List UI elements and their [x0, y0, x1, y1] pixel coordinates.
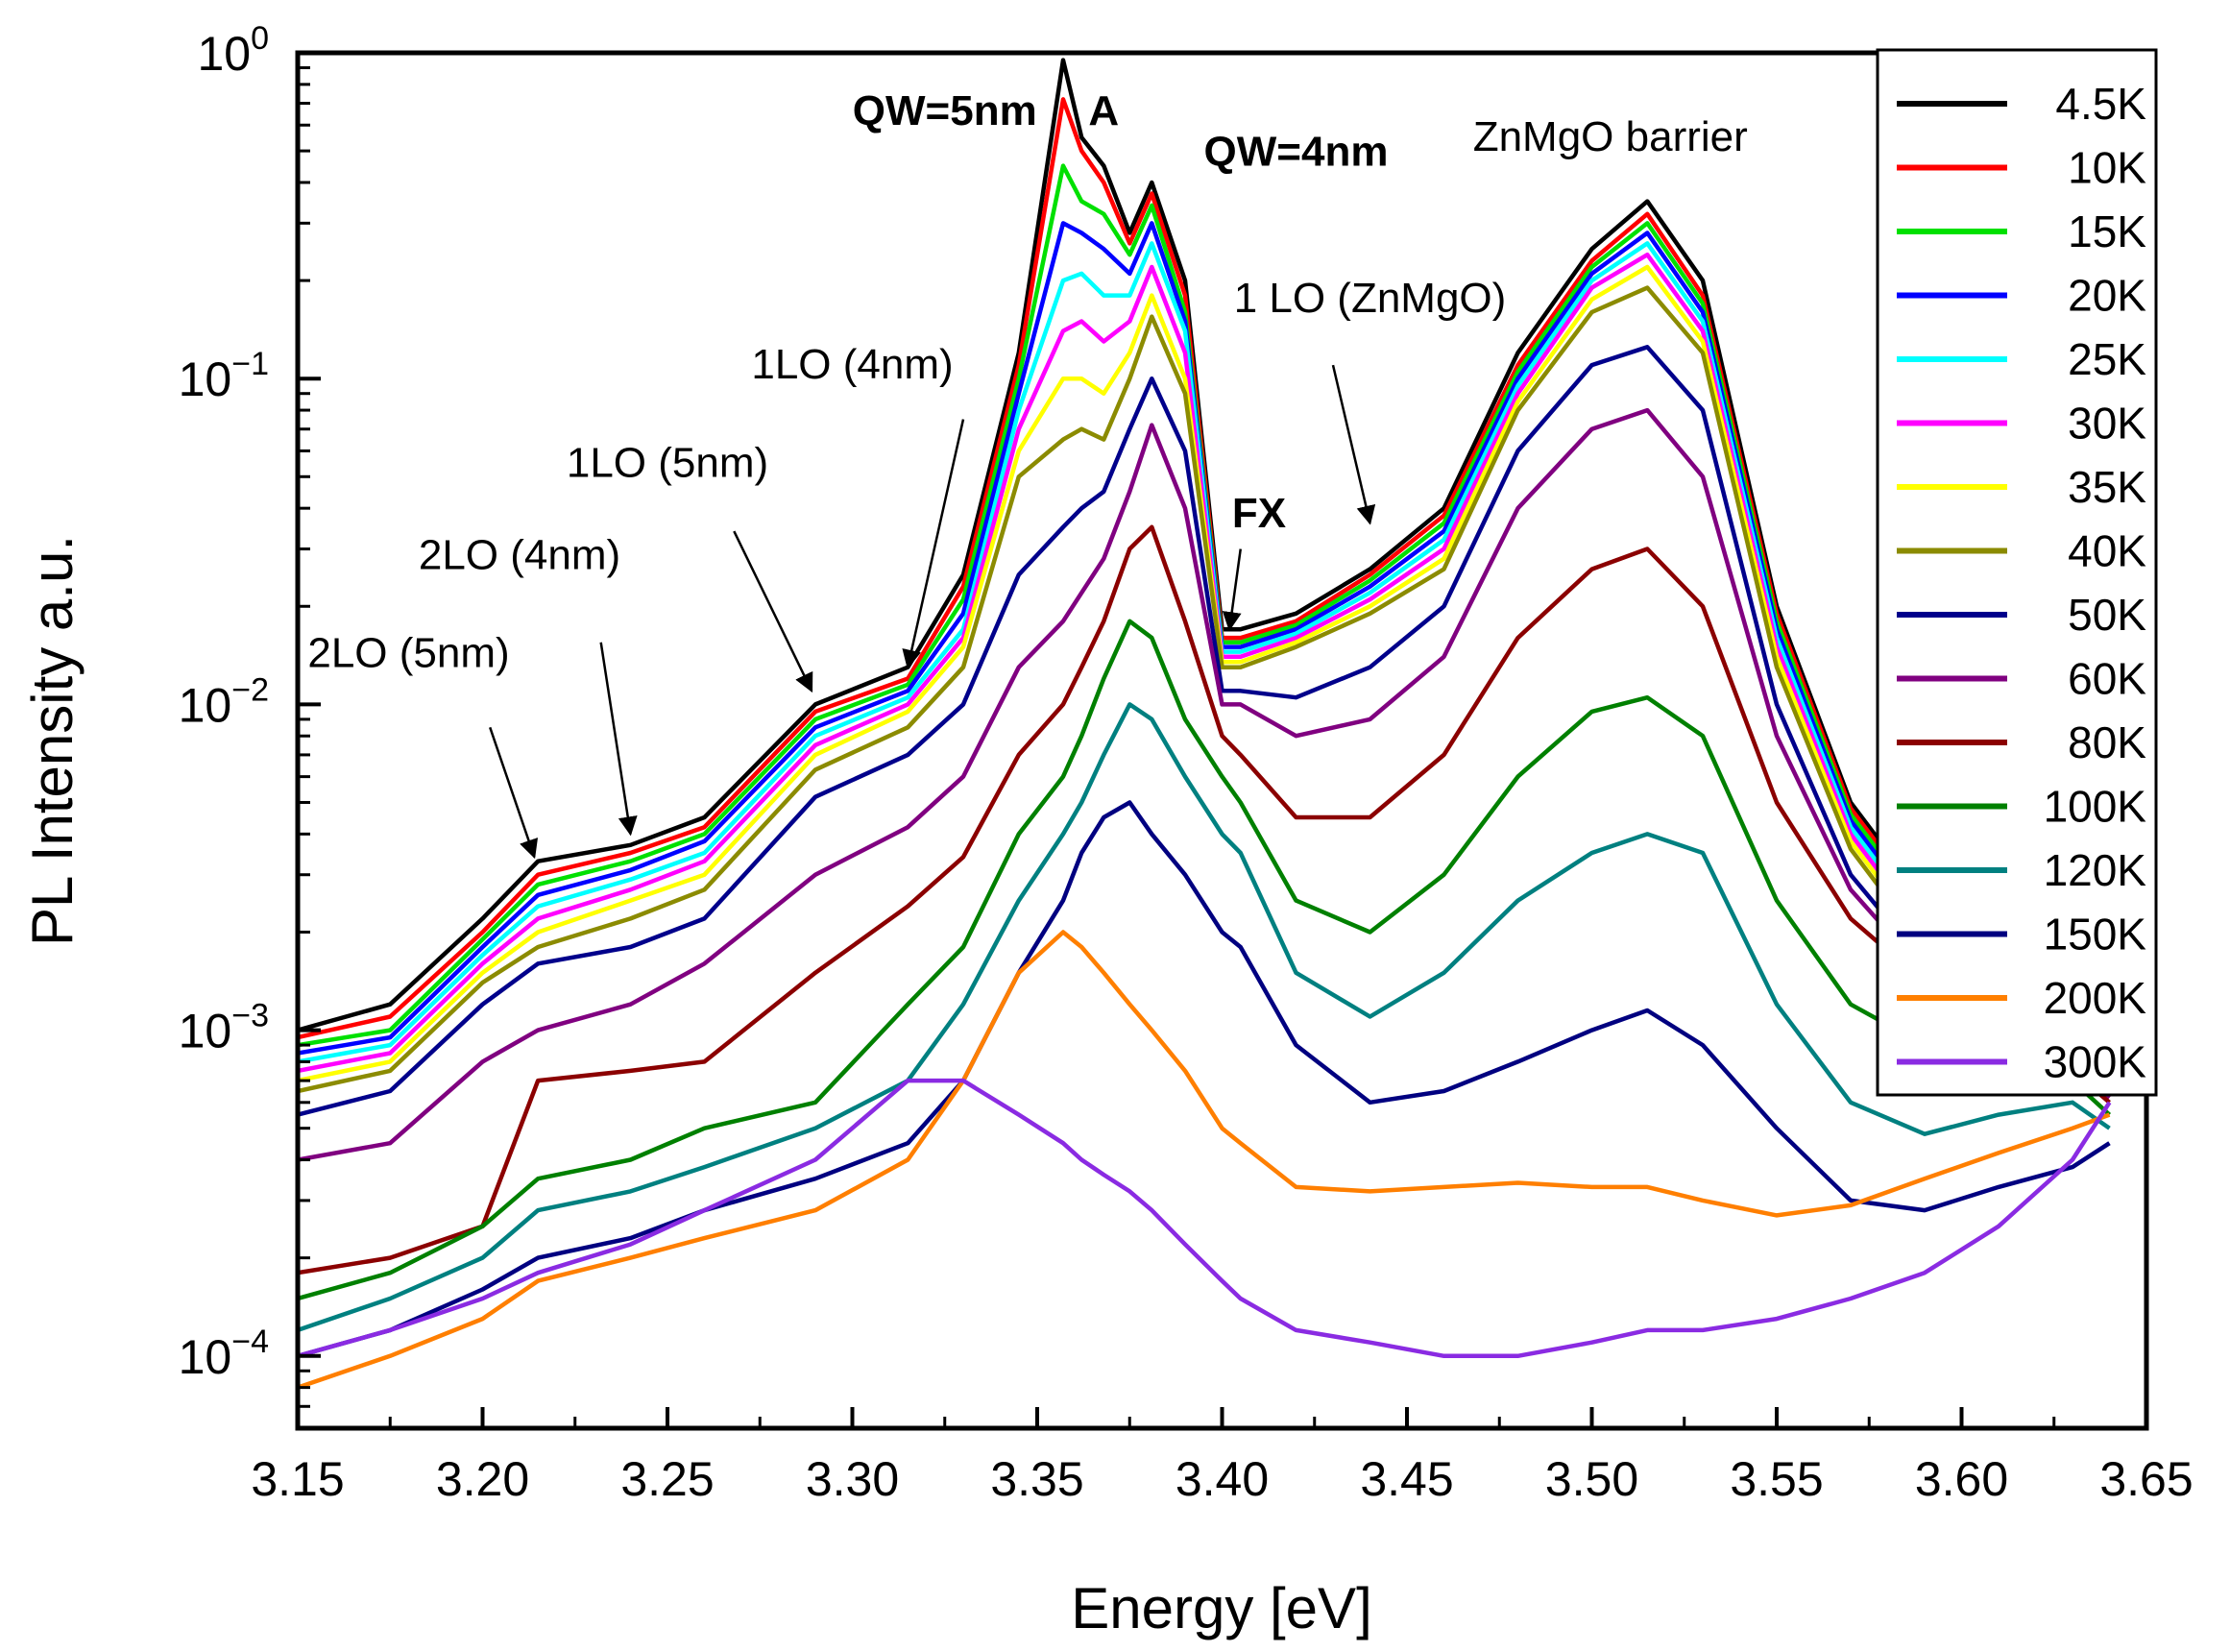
arrow-1lo-znmgo [1331, 364, 1376, 525]
y-tick-label: 10−3 [179, 998, 269, 1058]
legend-label-120K: 120K [2044, 845, 2147, 895]
legend-label-150K: 150K [2044, 910, 2147, 960]
arrow-2lo-4nm [599, 642, 638, 837]
x-tick-label: 3.50 [1545, 1452, 1638, 1506]
x-tick-label: 3.30 [806, 1452, 899, 1506]
series-line-300K [298, 1078, 2112, 1359]
x-tick-label: 3.45 [1360, 1452, 1453, 1506]
legend-box [1876, 48, 2158, 1097]
annotation-label: 1LO (5nm) [567, 439, 768, 486]
series-line-40K [298, 285, 2111, 1094]
series-line-100K [298, 619, 2112, 1301]
legend-label-4.5K: 4.5K [2055, 79, 2146, 129]
legend-label-40K: 40K [2068, 526, 2146, 576]
legend-label-15K: 15K [2068, 206, 2146, 256]
legend-label-300K: 300K [2044, 1037, 2147, 1087]
series-line-120K [298, 702, 2111, 1333]
y-tick-label: 100 [197, 20, 269, 81]
legend-label-10K: 10K [2068, 143, 2146, 193]
arrow-fx [1222, 548, 1242, 632]
legend-label-30K: 30K [2068, 399, 2146, 449]
x-tick-label: 3.20 [436, 1452, 529, 1506]
legend-label-200K: 200K [2044, 973, 2147, 1023]
series-line-50K [298, 345, 2111, 1117]
x-tick-label: 3.40 [1176, 1452, 1269, 1506]
series-layer [298, 58, 2112, 1390]
y-tick-label: 10−4 [179, 1324, 269, 1384]
y-tick-label: 10−1 [179, 346, 269, 406]
y-axis-title: PL Intensity a.u. [20, 535, 85, 946]
x-tick-label: 3.15 [251, 1452, 344, 1506]
annotation-label: QW=4nm [1204, 129, 1389, 176]
x-axis-title: Energy [eV] [1071, 1576, 1372, 1640]
legend-label-50K: 50K [2068, 590, 2146, 640]
y-tick-label: 10−2 [179, 671, 269, 732]
legend-label-25K: 25K [2068, 334, 2146, 384]
series-line-80K [298, 524, 2111, 1275]
legend-label-80K: 80K [2068, 717, 2146, 767]
arrow-2lo-5nm [489, 726, 539, 860]
annotation-label: 2LO (5nm) [307, 630, 509, 677]
arrow-1lo-4nm [902, 419, 965, 669]
series-line-60K [298, 407, 2111, 1162]
series-line-200K [298, 930, 2111, 1390]
legend-label-20K: 20K [2068, 271, 2146, 321]
annotation-label: QW=5nm [853, 87, 1037, 134]
series-line-30K [298, 252, 2111, 1082]
annotation-layer: QW=5nm A QW=4nm ZnMgO barrier 1 LO (ZnMgO) 1L… [307, 87, 1748, 860]
plot-frame [295, 50, 2149, 1431]
legend-label-35K: 35K [2068, 462, 2146, 512]
x-tick-label: 3.60 [1915, 1452, 2008, 1506]
annotation-label: 2LO (4nm) [419, 532, 620, 579]
legend: 4.5K 10K 15K 20K 25K 30K 35K 40K 50K 60K 80K 100K 12… [1876, 48, 2158, 1097]
annotation-label: FX [1232, 490, 1286, 537]
annotation-label: 1 LO (ZnMgO) [1234, 275, 1507, 322]
series-line-25K [298, 241, 2111, 1079]
legend-label-60K: 60K [2068, 654, 2146, 704]
ticks-layer: 3.15 3.20 3.25 3.30 3.35 3.40 3.45 3.50 3.55 3.60… [179, 20, 2194, 1506]
arrow-1lo-5nm [733, 530, 813, 693]
x-tick-label: 3.35 [990, 1452, 1083, 1506]
legend-label-100K: 100K [2044, 782, 2147, 832]
x-tick-label: 3.55 [1730, 1452, 1823, 1506]
series-line-20K [298, 221, 2111, 1075]
annotation-label: A [1088, 87, 1119, 134]
series-line-35K [298, 264, 2111, 1087]
x-tick-label: 3.65 [2099, 1452, 2193, 1506]
x-tick-label: 3.25 [620, 1452, 714, 1506]
annotation-label: 1LO (4nm) [751, 341, 953, 388]
annotation-label: ZnMgO barrier [1473, 113, 1748, 160]
